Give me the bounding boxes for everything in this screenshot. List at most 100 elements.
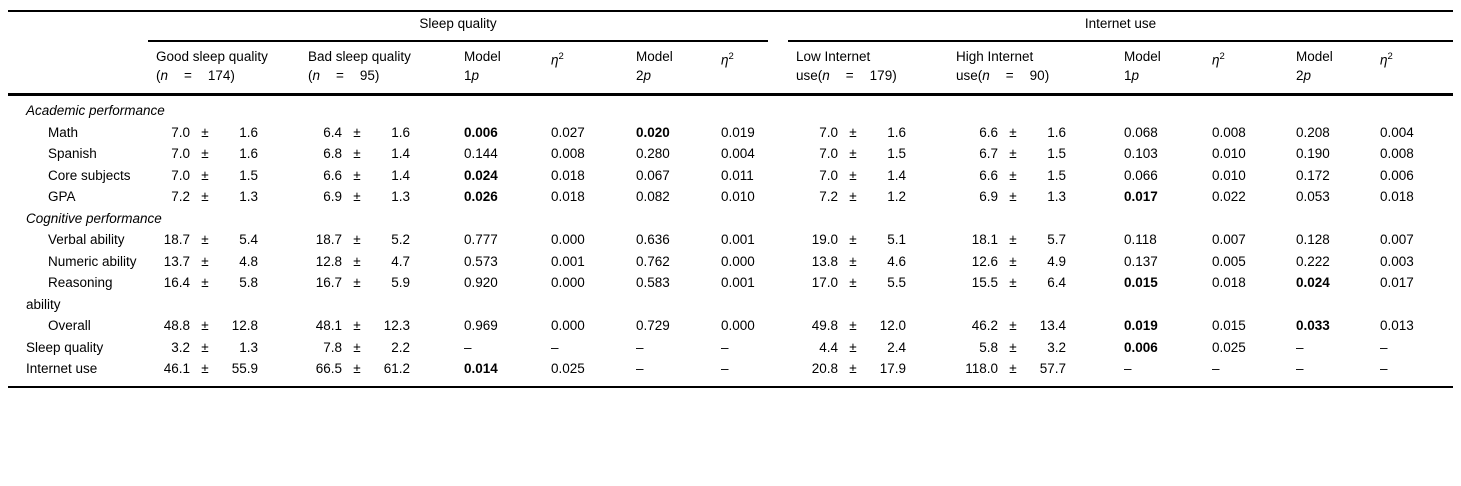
col-header-eta1-internet: η2 [1204, 42, 1288, 96]
sd-value: 1.4 [887, 167, 906, 183]
mean-sd-cell: 7.0 ±1.6 [148, 143, 300, 165]
stat-value: – [1380, 361, 1388, 376]
stat-value: 0.280 [636, 146, 670, 161]
col-header-eta1-sleep: η2 [543, 42, 628, 96]
col-header-title: Bad sleep quality [308, 49, 411, 64]
row-label: Internet use [26, 361, 98, 376]
stat-value: 0.000 [721, 318, 755, 333]
eta-symbol: η [721, 52, 729, 68]
stat-value: 0.777 [464, 232, 498, 247]
p-symbol: p [643, 68, 652, 83]
mean-value: 18.7 [315, 232, 342, 247]
mean-value: 7.0 [171, 124, 190, 140]
mean-value: 12.8 [315, 253, 342, 269]
stat-value: – [1380, 339, 1388, 355]
group-title-internet: Internet use [788, 12, 1454, 42]
mean-value: 6.9 [979, 189, 998, 204]
stat-value: 0.729 [636, 318, 670, 333]
plus-minus-sign: ± [849, 318, 857, 333]
mean-value: 15.5 [971, 275, 998, 290]
plus-minus-sign: ± [849, 339, 857, 355]
stat-value: 0.019 [1124, 318, 1158, 333]
sd-value: 1.4 [391, 167, 410, 183]
corner-cell [8, 11, 148, 42]
col-header-title: Low Internet [796, 49, 871, 64]
stat-value: 0.573 [464, 253, 498, 269]
mean-value: 7.0 [819, 124, 838, 140]
n-value: 174) [207, 68, 235, 83]
sd-value: 1.5 [239, 167, 258, 183]
sd-value: 5.2 [391, 232, 410, 247]
plus-minus-sign: ± [201, 167, 209, 183]
plus-minus-sign: ± [353, 146, 361, 161]
plus-minus-sign: ± [353, 124, 361, 140]
stat-value: 0.024 [464, 167, 498, 183]
sd-value: 1.3 [1047, 189, 1066, 204]
model-num: 1 [1124, 68, 1132, 83]
sd-value: 1.2 [887, 189, 906, 204]
mean-value: 118.0 [965, 361, 998, 376]
mean-value: 6.9 [323, 189, 342, 204]
model-number: 1p [464, 66, 543, 85]
equals-sign: = [184, 68, 192, 83]
table-row: Overall 48.8 ±12.8 48.1 ±12.3 0.969 0.000 0.729… [8, 315, 1453, 337]
plus-minus-sign: ± [849, 253, 857, 269]
mean-sd-cell: 18.7 ±5.2 [300, 229, 456, 251]
stat-value: 0.000 [551, 318, 585, 333]
eta-squared: η2 [721, 47, 788, 70]
mean-sd-cell: 20.8 ±17.9 [788, 358, 948, 387]
stat-value: 0.013 [1380, 318, 1414, 333]
equals-sign: = [336, 68, 344, 83]
mean-sd-cell: 48.1 ±12.3 [300, 315, 456, 337]
eta-squared: η2 [1212, 47, 1288, 70]
sd-value: 4.9 [1047, 253, 1066, 269]
stat-value: 0.004 [1380, 124, 1414, 140]
plus-minus-sign: ± [201, 318, 209, 333]
mean-value: 6.4 [323, 124, 342, 140]
sd-value: 12.3 [383, 318, 410, 333]
sd-value: 6.4 [1047, 275, 1066, 290]
col-header-n: use(n = 90) [956, 66, 1116, 85]
stat-value: – [464, 339, 472, 355]
eta-sup: 2 [558, 51, 564, 62]
mean-value: 48.1 [315, 318, 342, 333]
stat-value: 0.082 [636, 189, 670, 204]
stat-value: – [721, 361, 729, 376]
n-value: 179) [869, 68, 897, 83]
stat-value: 0.008 [1380, 146, 1414, 161]
section-label: Cognitive performance [26, 210, 162, 226]
plus-minus-sign: ± [201, 146, 209, 161]
sd-value: 1.5 [1047, 146, 1066, 161]
sd-value: 1.6 [887, 124, 906, 140]
plus-minus-sign: ± [1009, 232, 1017, 247]
sd-value: 13.4 [1039, 318, 1066, 333]
stat-value: 0.033 [1296, 318, 1330, 333]
mean-value: 7.2 [819, 189, 838, 204]
stat-value: 0.762 [636, 253, 670, 269]
sd-value: 55.9 [231, 361, 258, 376]
col-header-model2-sleep: Model 2p [628, 42, 713, 96]
table-row: Math 7.0 ±1.6 6.4 ±1.6 0.006 0.027 0.020 0.019 7.… [8, 122, 1453, 144]
plus-minus-sign: ± [1009, 361, 1017, 376]
mean-value: 18.7 [163, 232, 190, 247]
col-header-model2-internet: Model 2p [1288, 42, 1372, 96]
table-row: Verbal ability 18.7 ±5.4 18.7 ±5.2 0.777 0.000… [8, 229, 1453, 251]
plus-minus-sign: ± [201, 275, 209, 290]
n-symbol: n [822, 68, 830, 83]
stat-value: 0.017 [1124, 189, 1158, 204]
table-row: Numeric ability 13.7 ±4.8 12.8 ±4.7 0.573 0.00… [8, 251, 1453, 273]
stat-value: 0.018 [1212, 275, 1246, 290]
results-table: Sleep quality Internet use Good sleep qu… [8, 10, 1454, 388]
stat-value: 0.026 [464, 189, 498, 204]
sd-value: 5.7 [1047, 232, 1066, 247]
plus-minus-sign: ± [849, 146, 857, 161]
mean-value: 19.0 [811, 232, 838, 247]
stat-value: 0.128 [1296, 232, 1330, 247]
stat-value: 0.014 [464, 361, 498, 376]
plus-minus-sign: ± [849, 361, 857, 376]
mean-sd-cell: 13.8 ±4.6 [788, 251, 948, 273]
eta-sup: 2 [1219, 51, 1225, 62]
eta-symbol: η [1212, 52, 1220, 68]
plus-minus-sign: ± [201, 339, 209, 355]
plus-minus-sign: ± [201, 253, 209, 269]
